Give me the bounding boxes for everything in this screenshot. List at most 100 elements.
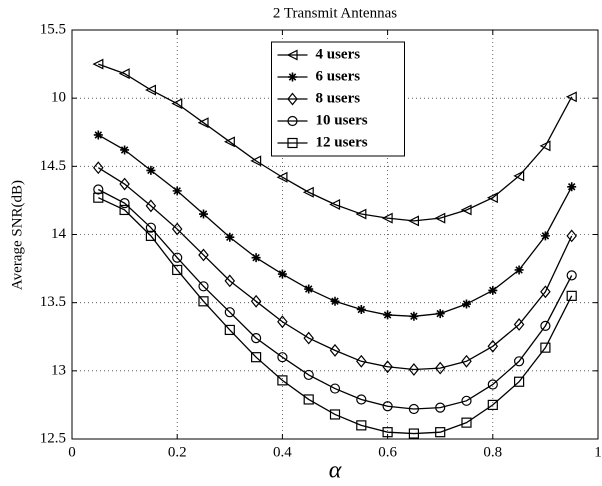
plot-frame <box>71 29 599 440</box>
marker <box>119 177 130 191</box>
marker <box>461 417 472 428</box>
marker <box>382 360 393 374</box>
legend-marker <box>287 92 298 106</box>
marker <box>435 402 446 413</box>
x-tick-label: 1 <box>594 444 602 460</box>
marker <box>356 304 366 314</box>
marker <box>356 420 367 431</box>
marker <box>462 299 471 309</box>
marker <box>171 98 183 110</box>
marker <box>567 182 577 192</box>
marker <box>224 274 236 288</box>
marker <box>434 361 446 375</box>
y-tick-label: 12.5 <box>40 430 66 446</box>
marker <box>356 394 367 405</box>
marker <box>540 285 551 299</box>
marker <box>119 204 130 216</box>
marker <box>251 253 261 263</box>
marker <box>145 222 156 233</box>
marker <box>487 339 499 353</box>
x-tick-label: 0.8 <box>483 444 502 460</box>
marker <box>539 140 551 152</box>
series-line <box>97 134 573 317</box>
marker <box>303 394 314 405</box>
legend-marker <box>286 49 298 61</box>
marker <box>171 222 183 236</box>
marker <box>198 281 209 292</box>
legend-label: 4 users <box>316 46 361 62</box>
y-tick-label: 13 <box>51 362 66 378</box>
marker <box>383 310 393 320</box>
chart-title: 2 Transmit Antennas <box>273 5 397 21</box>
marker <box>146 165 156 175</box>
y-tick-label: 14.5 <box>40 158 66 174</box>
legend-marker <box>288 72 297 82</box>
legend-label: 10 users <box>316 112 368 128</box>
series-line <box>97 167 573 371</box>
marker <box>277 269 287 279</box>
marker <box>408 215 419 227</box>
marker <box>435 427 446 438</box>
marker <box>224 324 235 336</box>
marker <box>409 311 419 321</box>
marker <box>251 352 262 363</box>
marker <box>408 403 419 415</box>
series-line <box>98 197 573 435</box>
marker <box>224 307 235 318</box>
marker <box>303 331 314 345</box>
marker <box>225 232 235 242</box>
marker <box>382 401 393 412</box>
marker <box>513 318 525 331</box>
marker <box>408 428 419 439</box>
marker <box>513 356 525 367</box>
marker <box>304 284 314 294</box>
marker <box>408 363 420 376</box>
x-tick-label: 0.4 <box>273 444 292 460</box>
marker <box>277 315 288 329</box>
x-tick-label: 0.2 <box>168 444 187 460</box>
marker <box>566 229 577 243</box>
legend-marker <box>287 137 298 149</box>
marker <box>330 296 340 306</box>
y-tick-label: 15.5 <box>40 21 66 37</box>
marker <box>329 343 341 357</box>
legend-label: 6 users <box>316 68 361 84</box>
marker <box>250 294 262 308</box>
marker <box>118 68 130 80</box>
y-tick-label: 13.5 <box>40 294 66 310</box>
marker <box>303 369 314 381</box>
marker <box>302 186 314 198</box>
legend-label: 12 users <box>316 134 368 150</box>
marker <box>566 290 577 301</box>
marker <box>434 212 446 224</box>
marker <box>540 320 551 331</box>
marker <box>198 296 209 307</box>
marker <box>513 376 525 387</box>
y-tick-label: 10 <box>51 90 66 106</box>
marker <box>460 204 472 216</box>
marker <box>197 117 209 129</box>
marker <box>565 91 577 103</box>
marker <box>198 248 209 262</box>
marker <box>251 333 262 344</box>
legend-marker <box>287 115 298 127</box>
marker <box>223 136 235 148</box>
marker <box>172 264 183 276</box>
y-axis-label: Average SNR(dB) <box>9 180 25 290</box>
marker <box>566 270 577 281</box>
marker <box>487 379 498 390</box>
series-line <box>98 63 573 222</box>
marker <box>277 375 288 386</box>
legend-label: 8 users <box>316 90 361 106</box>
marker <box>461 354 472 368</box>
marker <box>92 58 104 70</box>
marker <box>250 155 262 167</box>
x-tick-label: 0 <box>68 444 76 460</box>
marker <box>487 399 498 411</box>
marker <box>120 145 130 155</box>
marker <box>93 184 104 195</box>
marker <box>276 171 288 183</box>
marker <box>356 354 367 368</box>
marker <box>93 161 104 175</box>
x-axis-label: α <box>329 458 342 484</box>
